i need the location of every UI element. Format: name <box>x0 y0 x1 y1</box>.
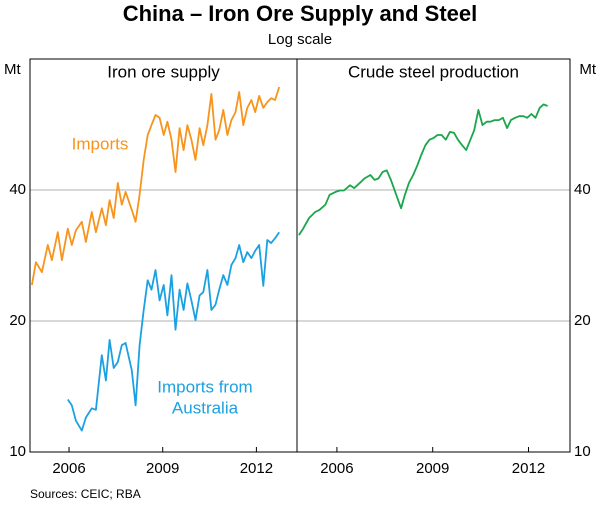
plot-frame <box>29 58 571 453</box>
series-label: Imports <box>72 134 129 153</box>
y-tick-label: 20 <box>9 312 26 329</box>
series-label: Australia <box>172 398 239 417</box>
chart-subtitle: Log scale <box>268 31 332 48</box>
series-label: Imports from <box>157 377 252 396</box>
panel-title: Crude steel production <box>348 62 519 81</box>
x-tick-label: 2012 <box>240 460 273 477</box>
y-tick-label: 10 <box>9 443 26 460</box>
panel-title: Iron ore supply <box>107 62 220 81</box>
x-tick-label: 2006 <box>52 460 85 477</box>
y-tick-label: 40 <box>574 181 591 198</box>
line-series <box>31 86 281 286</box>
y-tick-label: 20 <box>574 312 591 329</box>
y-tick-label: 40 <box>9 181 26 198</box>
y-axis-label: Mt <box>579 61 596 78</box>
y-tick-label: 10 <box>574 443 591 460</box>
x-tick-label: 2006 <box>320 460 353 477</box>
x-tick-label: 2009 <box>416 460 449 477</box>
source: Sources: CEIC; RBA <box>30 487 141 501</box>
y-axis-label: Mt <box>4 61 21 78</box>
x-tick-label: 2009 <box>146 460 179 477</box>
chart-title: China – Iron Ore Supply and Steel <box>123 1 478 26</box>
line-series <box>67 231 280 432</box>
line-series <box>298 103 548 236</box>
x-tick-label: 2012 <box>512 460 545 477</box>
